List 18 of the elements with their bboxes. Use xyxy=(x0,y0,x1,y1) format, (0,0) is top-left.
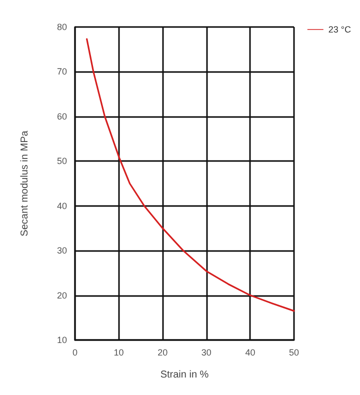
line-series xyxy=(86,38,295,312)
y-tick-label: 80 xyxy=(56,22,67,32)
y-tick-label: 30 xyxy=(56,246,67,256)
x-tick-label: 20 xyxy=(158,348,168,358)
x-tick-label: 50 xyxy=(288,348,300,358)
y-tick-label: 40 xyxy=(56,200,67,211)
x-tick-label: 10 xyxy=(114,348,124,358)
legend-label: 23 °C xyxy=(328,24,352,34)
y-tick-label: 70 xyxy=(56,66,67,77)
x-tick-label: 30 xyxy=(201,348,212,358)
y-tick-label: 50 xyxy=(56,156,67,166)
y-tick-label: 10 xyxy=(56,335,67,345)
y-axis-title: Secant modulus in MPa xyxy=(20,130,30,236)
x-tick-label: 40 xyxy=(245,348,256,358)
y-tick-label: 60 xyxy=(56,111,67,122)
x-tick-label: 0 xyxy=(72,348,78,358)
y-tick-label: 20 xyxy=(56,290,67,300)
x-axis-title: Strain in % xyxy=(160,370,209,380)
